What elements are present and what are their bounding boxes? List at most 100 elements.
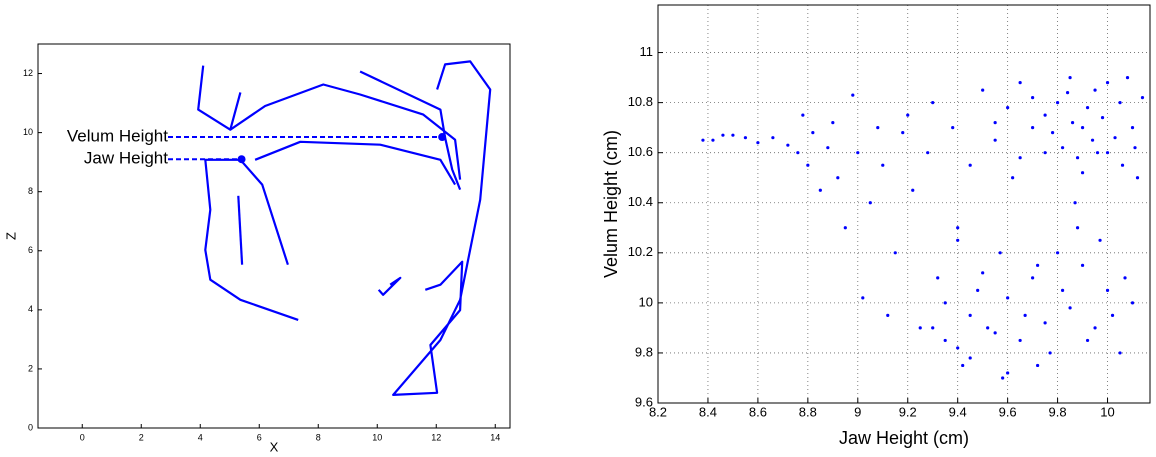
scatter-point bbox=[981, 271, 985, 275]
scatter-point bbox=[1105, 288, 1110, 292]
scatter-point bbox=[856, 151, 860, 155]
scatter-point bbox=[771, 136, 775, 140]
x-tick-label: 10 bbox=[372, 432, 382, 442]
scatter-point bbox=[893, 251, 897, 255]
contour bbox=[229, 83, 462, 180]
scatter-point bbox=[1080, 126, 1085, 130]
scatter-point bbox=[811, 131, 815, 135]
scatter-point bbox=[1075, 156, 1080, 160]
x-tick-label: 8.2 bbox=[649, 404, 667, 419]
x-tick-label: 0 bbox=[80, 432, 85, 442]
scatter-point bbox=[1098, 238, 1102, 242]
scatter-point bbox=[906, 113, 910, 117]
scatter-point bbox=[1080, 171, 1085, 175]
scatter-point bbox=[1031, 276, 1035, 280]
scatter-point bbox=[993, 138, 997, 142]
contour bbox=[254, 140, 457, 186]
x-tick-label: 12 bbox=[431, 432, 441, 442]
y-tick-label: 6 bbox=[28, 245, 33, 255]
scatter-point bbox=[1085, 106, 1090, 110]
scatter-point bbox=[1090, 138, 1095, 142]
scatter-point bbox=[731, 133, 735, 137]
scatter-point bbox=[1060, 146, 1065, 150]
scatter-point bbox=[911, 188, 915, 192]
x-axis-label: Jaw Height (cm) bbox=[839, 428, 969, 448]
axes-frame bbox=[657, 4, 1151, 404]
y-axis-label: Velum Height (cm) bbox=[601, 130, 621, 278]
scatter-point bbox=[1060, 288, 1065, 292]
scatter-point bbox=[843, 226, 847, 230]
x-tick-label: 9.8 bbox=[1049, 404, 1067, 419]
scatter-point bbox=[796, 151, 800, 155]
annotation-point bbox=[438, 133, 447, 142]
scatter-point bbox=[968, 356, 972, 360]
scatter-point bbox=[1120, 163, 1125, 167]
scatter-point bbox=[1006, 296, 1010, 300]
scatter-point bbox=[1036, 263, 1040, 267]
y-tick-label: 11 bbox=[640, 44, 654, 59]
scatter-point bbox=[831, 121, 835, 125]
scatter-point bbox=[1140, 96, 1145, 100]
scatter-point bbox=[1118, 101, 1122, 105]
contour bbox=[239, 159, 289, 266]
scatter-point bbox=[1043, 113, 1047, 117]
x-tick-label: 8.8 bbox=[799, 404, 817, 419]
x-axis-label: X bbox=[270, 439, 279, 454]
scatter-point bbox=[1118, 351, 1122, 355]
x-tick-label: 10 bbox=[1100, 404, 1114, 419]
contour bbox=[197, 65, 242, 131]
y-tick-label: 10.2 bbox=[628, 244, 653, 259]
scatter-point bbox=[1113, 136, 1117, 140]
scatter-point bbox=[998, 251, 1002, 255]
y-tick-label: 12 bbox=[23, 68, 33, 78]
scatter-point bbox=[876, 126, 880, 130]
scatter-point bbox=[1018, 80, 1022, 85]
scatter-point bbox=[1068, 306, 1072, 310]
scatter-point bbox=[801, 113, 805, 117]
x-tick-label: 8 bbox=[316, 432, 321, 442]
scatter-point bbox=[886, 313, 890, 317]
scatter-point bbox=[1105, 80, 1110, 85]
scatter-point bbox=[1048, 351, 1052, 355]
y-tick-label: 0 bbox=[28, 422, 33, 432]
scatter-point bbox=[743, 136, 748, 140]
scatter-point bbox=[1018, 338, 1022, 343]
scatter-point bbox=[861, 296, 865, 300]
scatter-point bbox=[1068, 75, 1072, 80]
x-tick-label: 9.4 bbox=[949, 404, 967, 419]
scatter-point bbox=[851, 93, 855, 97]
scatter-point bbox=[756, 141, 760, 145]
scatter-point bbox=[1135, 176, 1140, 180]
scatter-point bbox=[986, 326, 990, 330]
scatter-point bbox=[1123, 276, 1127, 280]
x-tick-label: 9.6 bbox=[999, 404, 1017, 419]
scatter-point bbox=[1093, 326, 1097, 330]
scatter-point bbox=[868, 201, 872, 205]
scatter-point bbox=[1073, 201, 1077, 205]
scatter-point bbox=[981, 88, 985, 92]
y-tick-label: 9.6 bbox=[635, 394, 653, 409]
scatter-point bbox=[993, 331, 997, 335]
annotation-label: Velum Height bbox=[67, 127, 168, 146]
scatter-point bbox=[1075, 226, 1080, 230]
scatter-point bbox=[1100, 116, 1105, 120]
scatter-point bbox=[881, 163, 885, 167]
scatter-point bbox=[926, 151, 930, 155]
x-tick-label: 6 bbox=[257, 432, 262, 442]
scatter-point bbox=[1050, 131, 1055, 135]
scatter-point bbox=[956, 226, 960, 230]
scatter-point bbox=[721, 133, 725, 137]
y-tick-label: 2 bbox=[28, 363, 33, 373]
scatter-point bbox=[701, 138, 705, 142]
scatter-point bbox=[1036, 363, 1040, 368]
scatter-point bbox=[1043, 321, 1047, 325]
scatter-point bbox=[918, 326, 922, 330]
scatter-point bbox=[1055, 101, 1060, 105]
scatter-point bbox=[976, 288, 980, 292]
scatter-point bbox=[1105, 151, 1110, 155]
scatter-point bbox=[1095, 151, 1100, 155]
x-tick-label: 8.6 bbox=[749, 404, 767, 419]
contour bbox=[204, 158, 299, 321]
scatter-point bbox=[1031, 96, 1035, 100]
